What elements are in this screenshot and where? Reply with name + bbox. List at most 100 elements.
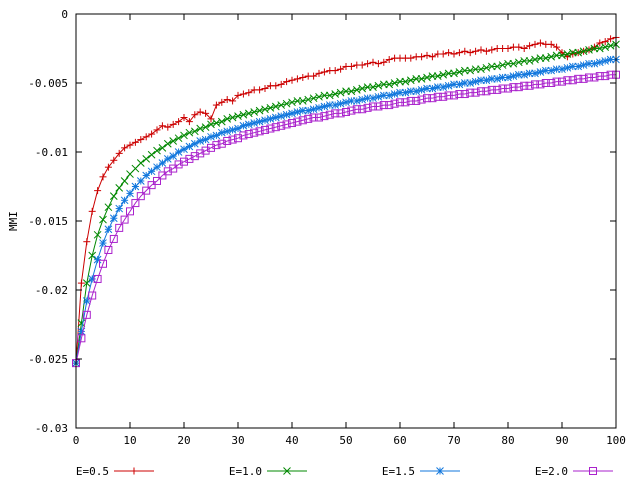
data-point bbox=[207, 132, 215, 141]
data-point bbox=[223, 136, 232, 145]
data-point bbox=[471, 88, 480, 97]
data-point bbox=[336, 99, 345, 108]
data-point bbox=[482, 76, 491, 85]
data-point bbox=[461, 47, 469, 55]
data-point bbox=[293, 75, 301, 83]
data-point bbox=[185, 118, 193, 126]
data-point bbox=[256, 86, 264, 94]
data-point bbox=[223, 96, 231, 104]
data-point bbox=[266, 115, 275, 123]
data-point bbox=[109, 234, 118, 243]
data-point bbox=[536, 68, 545, 76]
data-point bbox=[88, 207, 96, 215]
data-point bbox=[352, 97, 361, 105]
data-point bbox=[288, 76, 296, 84]
data-point bbox=[299, 73, 307, 81]
data-point bbox=[460, 90, 469, 99]
data-point bbox=[590, 59, 599, 68]
data-point bbox=[99, 173, 107, 181]
data-point bbox=[136, 159, 145, 167]
data-point bbox=[148, 130, 156, 138]
data-point bbox=[347, 106, 356, 115]
y-tick-label: -0.02 bbox=[35, 284, 68, 297]
data-point bbox=[590, 44, 599, 53]
data-point bbox=[460, 79, 469, 87]
data-point bbox=[444, 91, 453, 100]
data-point bbox=[342, 87, 350, 96]
data-point bbox=[531, 40, 539, 48]
data-point bbox=[217, 117, 226, 126]
data-point bbox=[244, 120, 253, 129]
data-point bbox=[342, 107, 350, 116]
data-point bbox=[364, 60, 372, 68]
data-point bbox=[93, 255, 102, 264]
data-point bbox=[601, 72, 610, 81]
data-point bbox=[77, 334, 86, 343]
data-point bbox=[385, 91, 394, 100]
data-point bbox=[553, 43, 561, 51]
data-point bbox=[83, 238, 91, 246]
data-point bbox=[174, 160, 183, 169]
data-point bbox=[390, 90, 399, 98]
data-point bbox=[536, 80, 545, 89]
data-point bbox=[568, 76, 577, 85]
data-point bbox=[450, 50, 458, 58]
data-point bbox=[493, 85, 502, 94]
data-point bbox=[163, 167, 172, 176]
data-point bbox=[250, 128, 259, 137]
data-point bbox=[282, 110, 291, 119]
data-point bbox=[153, 176, 161, 185]
data-point bbox=[380, 58, 388, 66]
data-point bbox=[196, 137, 205, 145]
data-point bbox=[504, 73, 512, 82]
y-axis-title: MMI bbox=[7, 211, 20, 231]
data-point bbox=[99, 215, 107, 224]
data-point bbox=[142, 133, 150, 141]
data-point bbox=[180, 114, 188, 121]
data-point bbox=[261, 116, 269, 125]
y-tick-label: -0.005 bbox=[28, 77, 68, 90]
data-point bbox=[568, 62, 577, 71]
data-point bbox=[293, 108, 302, 116]
legend-label: E=2.0 bbox=[535, 465, 568, 478]
data-point bbox=[277, 112, 286, 120]
data-point bbox=[563, 63, 572, 72]
data-point bbox=[244, 130, 253, 139]
data-point bbox=[196, 149, 205, 158]
data-point bbox=[396, 77, 404, 86]
data-point bbox=[320, 68, 328, 76]
data-point bbox=[115, 223, 124, 232]
data-point bbox=[104, 245, 113, 254]
data-point bbox=[433, 92, 442, 101]
data-point bbox=[568, 48, 577, 57]
data-point bbox=[536, 54, 545, 63]
data-point bbox=[261, 85, 269, 93]
data-point bbox=[126, 141, 134, 149]
data-point bbox=[320, 91, 329, 100]
data-point bbox=[250, 119, 259, 127]
data-point bbox=[590, 73, 599, 82]
data-point bbox=[407, 54, 415, 62]
data-point bbox=[607, 35, 615, 43]
data-point bbox=[606, 55, 615, 64]
data-point bbox=[131, 138, 139, 146]
data-point bbox=[104, 225, 113, 234]
data-point bbox=[477, 76, 485, 85]
data-point bbox=[115, 149, 123, 157]
data-point bbox=[282, 120, 291, 129]
data-point bbox=[401, 88, 410, 97]
data-point bbox=[595, 58, 604, 67]
data-point bbox=[223, 127, 232, 136]
data-point bbox=[396, 98, 404, 107]
legend-marker bbox=[436, 467, 444, 475]
data-point bbox=[423, 94, 431, 103]
data-point bbox=[320, 112, 329, 121]
data-point bbox=[401, 98, 410, 107]
data-point bbox=[142, 186, 151, 195]
legend-entry: E=2.0 bbox=[535, 465, 613, 478]
data-point bbox=[147, 167, 156, 176]
data-point bbox=[428, 94, 437, 103]
data-point bbox=[164, 123, 172, 131]
data-point bbox=[120, 196, 129, 205]
data-point bbox=[379, 80, 388, 89]
